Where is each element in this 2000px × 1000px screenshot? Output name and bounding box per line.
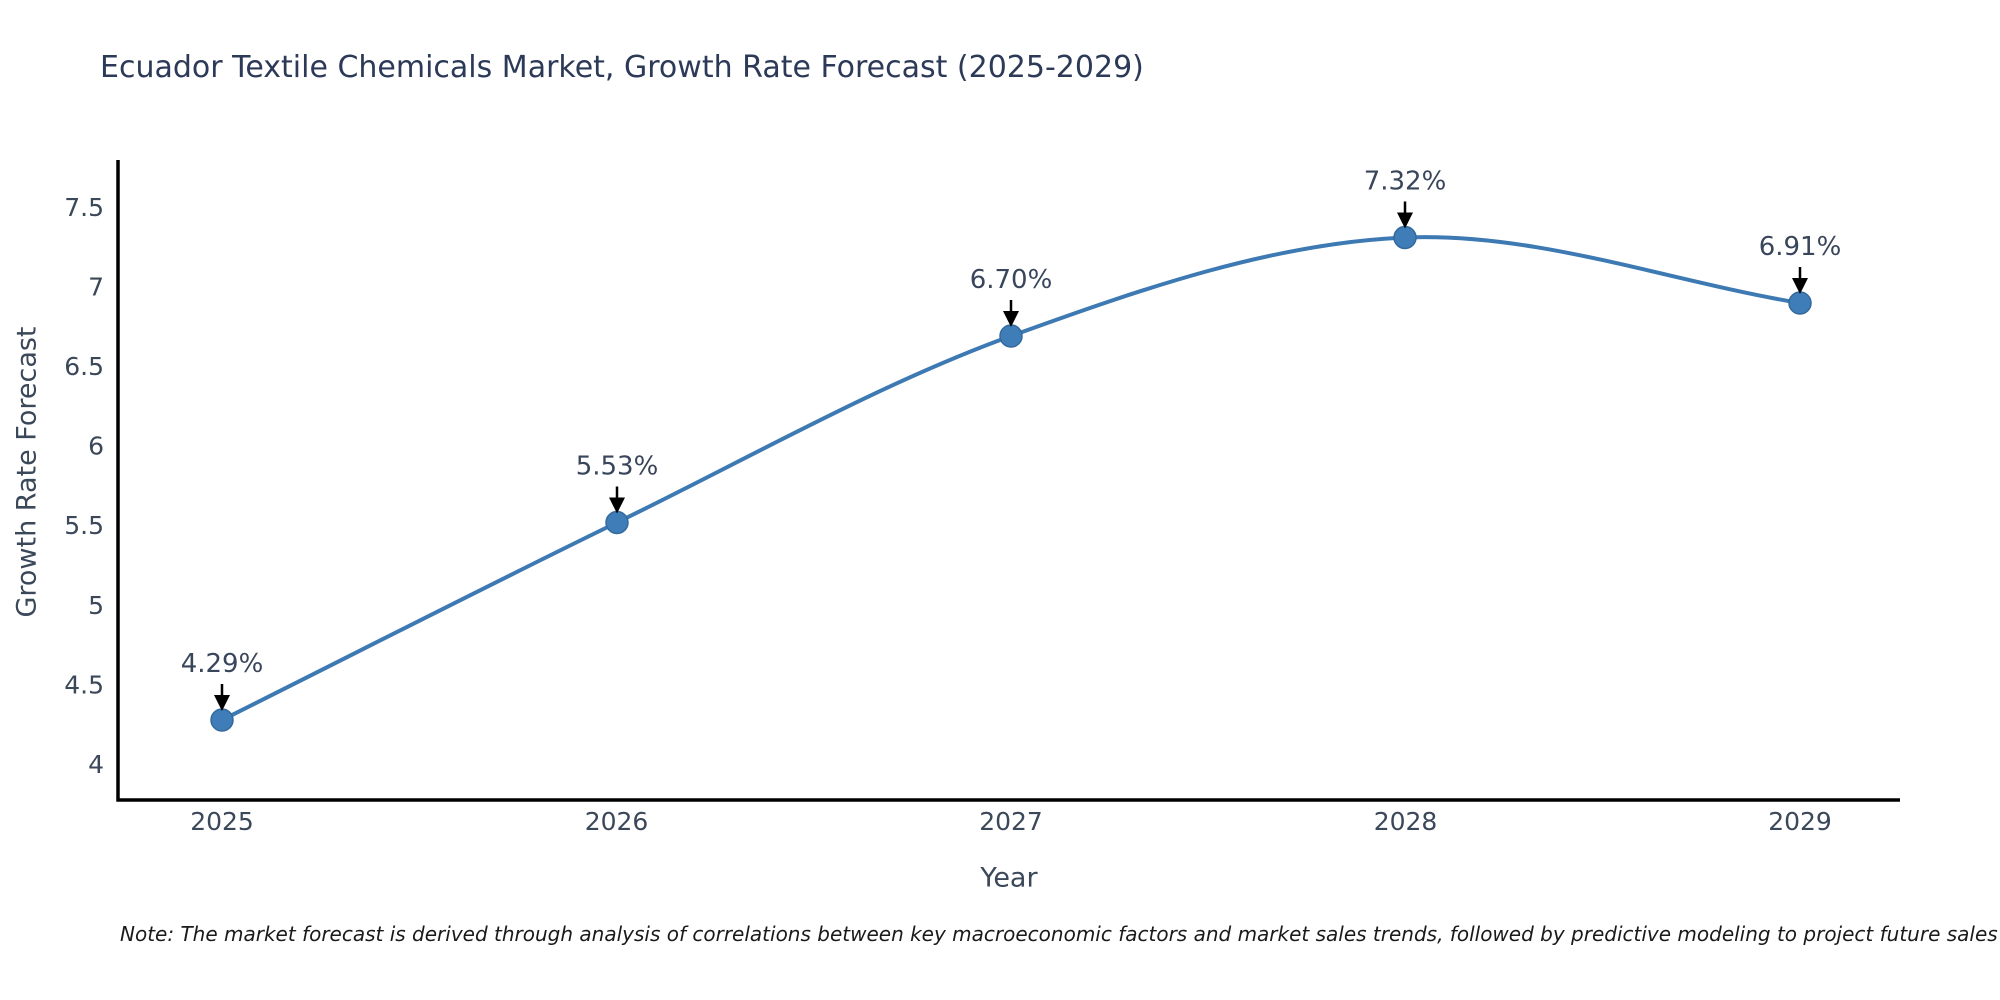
y-tick-label: 6 [88,432,104,461]
y-tick-label: 7 [88,273,104,302]
x-tick-label: 2027 [979,807,1043,836]
y-tick-label: 4.5 [64,671,104,700]
data-point-value-label: 6.91% [1759,232,1842,262]
x-tick-label: 2028 [1374,807,1438,836]
x-tick-label: 2026 [585,807,649,836]
data-point-value-label: 5.53% [576,452,659,482]
x-tick-label: 2025 [190,807,254,836]
annotation-arrow [214,684,230,711]
chart-title: Ecuador Textile Chemicals Market, Growth… [100,50,1144,85]
annotation-arrow [1003,300,1019,327]
annotation-arrow [1792,267,1808,294]
data-point-marker [605,510,629,535]
footnote: Note: The market forecast is derived thr… [120,922,1998,946]
annotation-arrow [1397,201,1413,229]
x-tick-label: 2029 [1768,807,1832,836]
data-point-value-label: 6.70% [970,265,1053,295]
axis-spines [116,160,1900,802]
y-tick-label: 5 [88,591,104,620]
y-tick-label: 5.5 [64,511,104,540]
y-tick-label: 7.5 [64,193,104,222]
data-point-marker [1393,225,1417,250]
annotation-arrow [609,486,625,514]
y-tick-label: 6.5 [64,352,104,381]
data-point-value-label: 4.29% [181,649,264,679]
x-axis-title: Year [980,862,1038,894]
y-tick-label: 4 [88,750,104,779]
data-point-value-label: 7.32% [1364,167,1447,197]
data-point-marker [210,708,234,732]
data-point-marker [999,324,1023,348]
data-point-marker [1788,291,1812,315]
